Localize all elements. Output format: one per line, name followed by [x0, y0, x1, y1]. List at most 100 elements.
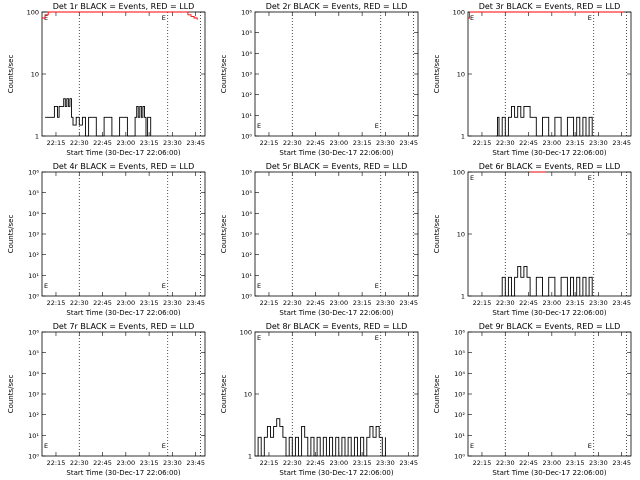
detector-panel: Det 7r BLACK = Events, RED = LLD 10⁰ 10¹ 10…	[0, 320, 213, 480]
x-tick-label: 23:15	[140, 139, 159, 147]
y-axis-label: Counts/sec	[7, 375, 15, 414]
y-tick-label: 10²	[241, 251, 252, 259]
plot-frame	[467, 11, 632, 137]
x-tick-label: 22:45	[306, 139, 325, 147]
event-marker-glyph: E	[44, 14, 48, 22]
x-tick-label: 23:30	[376, 459, 395, 467]
event-marker-glyph: E	[44, 442, 48, 450]
event-marker-glyph: E	[162, 282, 166, 290]
x-tick-label: 23:30	[376, 139, 395, 147]
x-tick-label: 22:15	[47, 459, 66, 467]
y-tick-label: 100	[27, 9, 39, 17]
x-tick-label: 23:45	[186, 299, 205, 307]
detector-panel: Det 8r BLACK = Events, RED = LLD 1 10 100 Co…	[213, 320, 426, 480]
y-tick-label: 10¹	[454, 432, 465, 440]
panel-chart: Det 8r BLACK = Events, RED = LLD 1 10 100 Co…	[220, 322, 419, 477]
event-marker-glyph: E	[257, 334, 261, 342]
x-tick-label: 22:30	[70, 459, 89, 467]
event-marker-glyph: E	[588, 14, 592, 22]
panel-chart: Det 1r BLACK = Events, RED = LLD 1 10 100 Co…	[7, 2, 206, 157]
y-axis-label: Counts/sec	[220, 215, 228, 254]
y-tick-label: 10⁵	[28, 189, 39, 197]
x-tick-label: 23:15	[566, 139, 585, 147]
x-tick-label: 23:00	[116, 459, 135, 467]
x-tick-label: 22:30	[496, 459, 515, 467]
x-tick-label: 23:30	[589, 459, 608, 467]
panel-title: Det 1r BLACK = Events, RED = LLD	[53, 2, 195, 11]
y-tick-label: 10¹	[241, 272, 252, 280]
event-marker-glyph: E	[588, 442, 592, 450]
x-tick-label: 23:45	[399, 459, 418, 467]
y-tick-label: 10⁰	[241, 293, 252, 301]
detector-panel: Det 4r BLACK = Events, RED = LLD 10⁰ 10¹ 10…	[0, 160, 213, 320]
y-tick-label: 10⁴	[241, 210, 252, 218]
panel-chart: Det 7r BLACK = Events, RED = LLD 10⁰ 10¹ 10…	[7, 322, 206, 477]
event-marker-glyph: E	[257, 282, 261, 290]
event-marker-glyph: E	[470, 174, 474, 182]
x-tick-label: 23:30	[163, 459, 182, 467]
x-tick-label: 23:45	[399, 299, 418, 307]
x-tick-label: 23:45	[612, 459, 631, 467]
event-marker-glyph: E	[162, 442, 166, 450]
y-tick-label: 10⁴	[28, 210, 39, 218]
x-tick-label: 22:30	[70, 139, 89, 147]
event-marker-glyph: E	[470, 14, 474, 22]
event-marker-glyph: E	[44, 282, 48, 290]
x-tick-label: 22:15	[47, 139, 66, 147]
y-tick-label: 10⁰	[454, 453, 465, 461]
x-axis-label: Start Time (30-Dec-17 22:06:00)	[492, 469, 606, 477]
y-tick-label: 1	[248, 453, 252, 461]
x-tick-label: 22:45	[519, 139, 538, 147]
y-tick-label: 1	[461, 293, 465, 301]
x-tick-label: 23:45	[399, 139, 418, 147]
panel-title: Det 4r BLACK = Events, RED = LLD	[53, 162, 195, 171]
event-marker-glyph: E	[257, 122, 261, 130]
x-tick-label: 22:30	[70, 299, 89, 307]
y-axis-label: Counts/sec	[433, 55, 441, 94]
plot-frame	[467, 331, 632, 457]
detector-panel: Det 6r BLACK = Events, RED = LLD 1 10 100 Co…	[426, 160, 639, 320]
detector-panel: Det 9r BLACK = Events, RED = LLD 10⁰ 10¹ 10…	[426, 320, 639, 480]
events-series-line	[45, 98, 152, 137]
x-tick-label: 22:30	[283, 459, 302, 467]
x-tick-label: 23:00	[116, 299, 135, 307]
y-tick-label: 10²	[454, 411, 465, 419]
y-tick-label: 1	[461, 133, 465, 141]
x-tick-label: 23:45	[186, 139, 205, 147]
panel-title: Det 7r BLACK = Events, RED = LLD	[53, 322, 195, 331]
panel-title: Det 6r BLACK = Events, RED = LLD	[479, 162, 621, 171]
x-tick-label: 23:15	[566, 459, 585, 467]
y-tick-label: 10⁶	[28, 329, 39, 337]
panel-title: Det 8r BLACK = Events, RED = LLD	[266, 322, 408, 331]
lld-series-line	[42, 11, 198, 20]
x-tick-label: 23:00	[116, 139, 135, 147]
x-axis-label: Start Time (30-Dec-17 22:06:00)	[492, 149, 606, 157]
x-axis-label: Start Time (30-Dec-17 22:06:00)	[279, 309, 393, 317]
y-tick-label: 10¹	[28, 432, 39, 440]
x-tick-label: 22:30	[496, 139, 515, 147]
y-tick-label: 10¹	[241, 112, 252, 120]
detector-panel: Det 1r BLACK = Events, RED = LLD 1 10 100 Co…	[0, 0, 213, 160]
y-tick-label: 10³	[241, 71, 252, 79]
x-tick-label: 23:15	[353, 459, 372, 467]
plot-frame	[41, 331, 206, 457]
y-tick-label: 10²	[28, 251, 39, 259]
panel-title: Det 9r BLACK = Events, RED = LLD	[479, 322, 621, 331]
y-tick-label: 10⁰	[28, 453, 39, 461]
y-tick-label: 10	[457, 231, 465, 239]
x-tick-label: 23:15	[140, 459, 159, 467]
panel-chart: Det 9r BLACK = Events, RED = LLD 10⁰ 10¹ 10…	[433, 322, 632, 477]
x-tick-label: 22:15	[47, 299, 66, 307]
y-tick-label: 10⁴	[454, 370, 465, 378]
y-tick-label: 10⁵	[28, 349, 39, 357]
panel-title: Det 2r BLACK = Events, RED = LLD	[266, 2, 408, 11]
panel-title: Det 5r BLACK = Events, RED = LLD	[266, 162, 408, 171]
x-tick-label: 23:00	[329, 459, 348, 467]
x-axis-label: Start Time (30-Dec-17 22:06:00)	[279, 149, 393, 157]
x-tick-label: 23:15	[353, 299, 372, 307]
y-axis-label: Counts/sec	[7, 215, 15, 254]
y-tick-label: 10⁶	[241, 169, 252, 177]
y-tick-label: 10³	[28, 231, 39, 239]
x-tick-label: 22:45	[93, 459, 112, 467]
